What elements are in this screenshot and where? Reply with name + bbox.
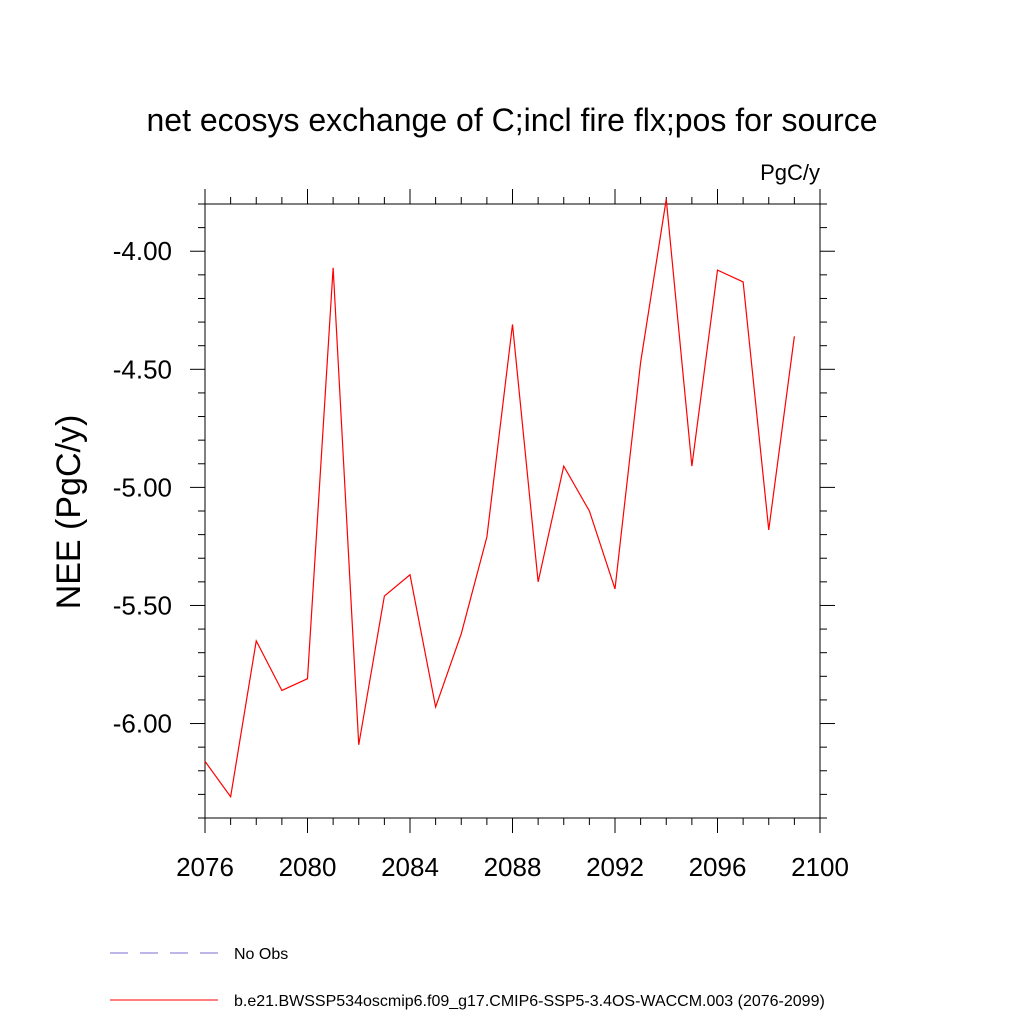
y-tick-label: -5.50 — [113, 590, 172, 620]
legend-label: No Obs — [234, 946, 288, 963]
y-tick-label: -4.00 — [113, 236, 172, 266]
legend-label: b.e21.BWSSP534oscmip6.f09_g17.CMIP6-SSP5… — [234, 993, 825, 1010]
units-label: PgC/y — [760, 160, 820, 185]
series-layer — [204, 199, 795, 799]
y-axis-label: NEE (PgC/y) — [50, 415, 88, 610]
axis-tick-labels: 2076 2080 2084 2088 2092 2096 2100 -6.00 -5.50 -5… — [113, 236, 849, 882]
x-tick-label: 2076 — [176, 852, 234, 882]
x-tick-label: 2096 — [689, 852, 747, 882]
series-line — [204, 199, 795, 799]
legend: No Obs b.e21.BWSSP534oscmip6.f09_g17.CMIP… — [110, 946, 825, 1010]
x-tick-label: 2100 — [791, 852, 849, 882]
axis-ticks — [190, 189, 835, 833]
chart-title: net ecosys exchange of C;incl fire flx;p… — [146, 102, 877, 138]
y-tick-label: -5.00 — [113, 472, 172, 502]
x-tick-label: 2092 — [586, 852, 644, 882]
plot-frame — [204, 203, 821, 819]
y-tick-label: -6.00 — [113, 709, 172, 739]
x-tick-label: 2088 — [484, 852, 542, 882]
y-tick-label: -4.50 — [113, 354, 172, 384]
x-tick-label: 2084 — [381, 852, 439, 882]
x-tick-label: 2080 — [279, 852, 337, 882]
